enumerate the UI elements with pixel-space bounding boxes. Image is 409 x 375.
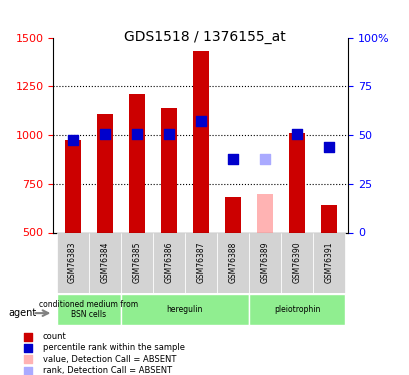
Text: rank, Detection Call = ABSENT: rank, Detection Call = ABSENT	[43, 366, 171, 375]
FancyBboxPatch shape	[120, 232, 153, 292]
Bar	[192, 51, 209, 232]
Bar	[160, 108, 176, 232]
FancyBboxPatch shape	[216, 232, 248, 292]
Text: GDS1518 / 1376155_at: GDS1518 / 1376155_at	[124, 30, 285, 44]
Text: GSM76387: GSM76387	[196, 242, 205, 283]
Bar	[320, 205, 337, 232]
Point	[325, 144, 332, 150]
Point	[293, 131, 300, 137]
FancyBboxPatch shape	[88, 232, 120, 292]
Text: value, Detection Call = ABSENT: value, Detection Call = ABSENT	[43, 355, 175, 364]
Bar	[225, 197, 240, 232]
FancyBboxPatch shape	[120, 294, 248, 324]
Text: heregulin: heregulin	[166, 305, 202, 314]
FancyBboxPatch shape	[248, 232, 281, 292]
Text: agent: agent	[8, 308, 36, 318]
Bar	[256, 194, 272, 232]
Text: conditioned medium from
BSN cells: conditioned medium from BSN cells	[39, 300, 138, 319]
Point	[165, 131, 172, 137]
Point	[268, 206, 275, 212]
Text: GSM76383: GSM76383	[68, 242, 77, 283]
Point	[261, 156, 268, 162]
Point	[268, 309, 275, 315]
Point	[268, 104, 275, 110]
Text: count: count	[43, 332, 66, 341]
Text: GSM76386: GSM76386	[164, 242, 173, 283]
Bar	[64, 140, 81, 232]
Text: GSM76385: GSM76385	[132, 242, 141, 283]
Point	[229, 156, 236, 162]
FancyBboxPatch shape	[56, 232, 88, 292]
Bar	[97, 114, 112, 232]
Point	[69, 137, 76, 143]
Bar	[128, 94, 144, 232]
Point	[268, 2, 275, 8]
FancyBboxPatch shape	[56, 294, 120, 324]
FancyBboxPatch shape	[248, 294, 344, 324]
Text: percentile rank within the sample: percentile rank within the sample	[43, 344, 184, 352]
Text: GSM76388: GSM76388	[228, 242, 237, 283]
Text: GSM76390: GSM76390	[292, 242, 301, 284]
Text: GSM76389: GSM76389	[260, 242, 269, 283]
Bar	[288, 133, 304, 232]
Point	[197, 118, 204, 124]
Point	[101, 131, 108, 137]
FancyBboxPatch shape	[281, 232, 312, 292]
FancyBboxPatch shape	[153, 232, 184, 292]
FancyBboxPatch shape	[184, 232, 216, 292]
FancyBboxPatch shape	[312, 232, 344, 292]
Text: GSM76391: GSM76391	[324, 242, 333, 283]
Text: GSM76384: GSM76384	[100, 242, 109, 283]
Text: pleiotrophin: pleiotrophin	[273, 305, 319, 314]
Point	[133, 131, 139, 137]
